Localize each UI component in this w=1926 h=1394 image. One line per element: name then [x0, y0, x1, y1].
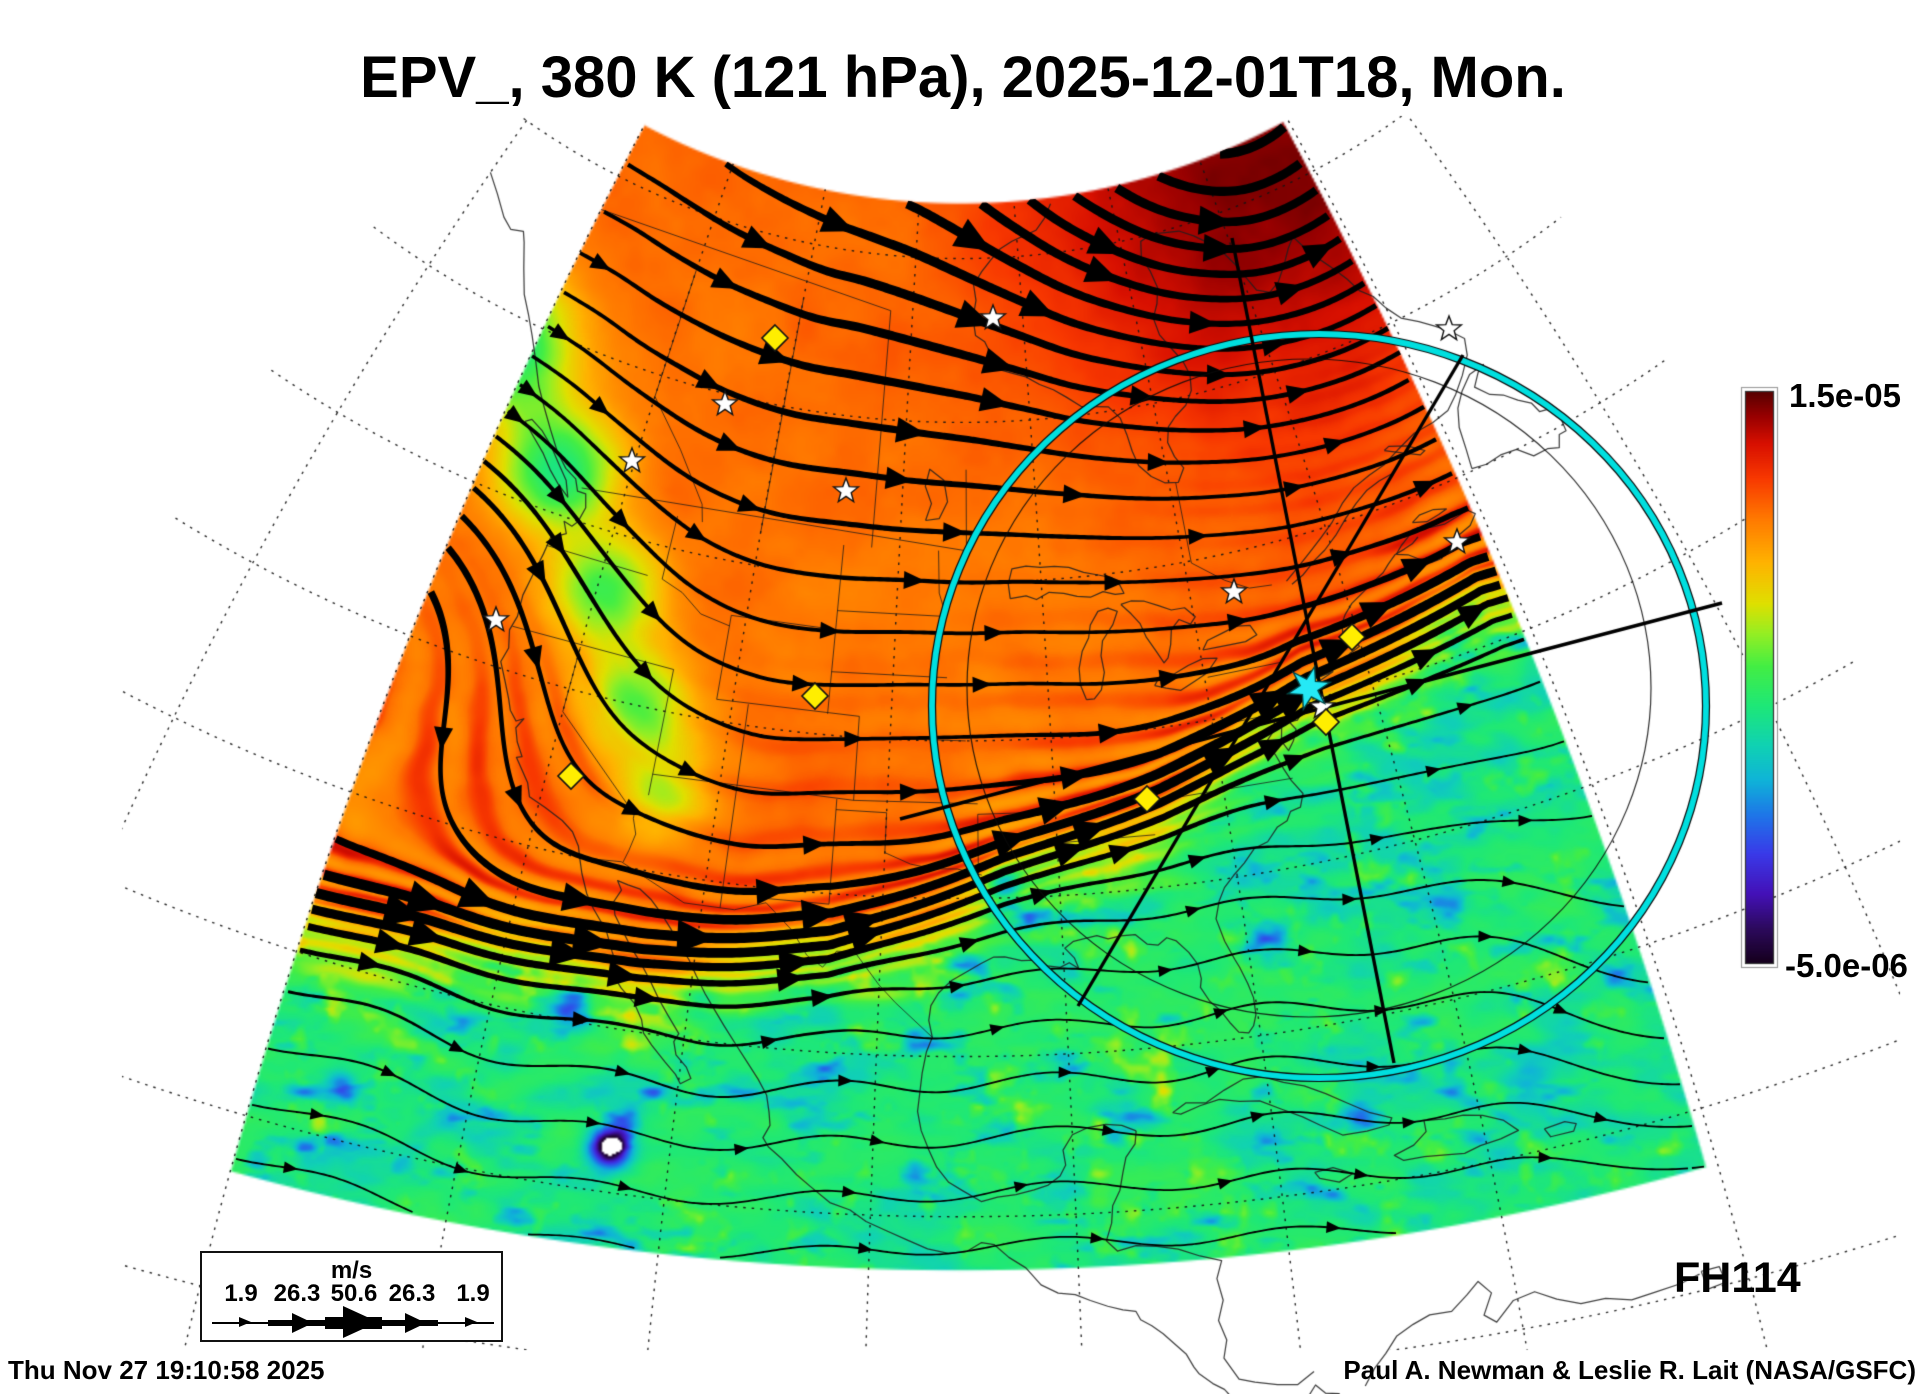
wind-legend-value: 1.9 — [224, 1280, 258, 1307]
wind-legend-units: m/s — [330, 1257, 373, 1284]
wind-legend-arrowhead — [464, 1317, 477, 1328]
wind-legend-value: 50.6 — [330, 1280, 378, 1307]
plot-title: EPV_, 380 K (121 hPa), 2025-12-01T18, Mo… — [360, 45, 1566, 110]
wind-legend-arrowhead — [404, 1312, 426, 1333]
wind-legend-arrowhead — [291, 1312, 313, 1333]
wind-legend-value: 26.3 — [273, 1280, 321, 1307]
wind-legend-value: 26.3 — [388, 1280, 436, 1307]
forecast-hour-label: FH114 — [1674, 1254, 1801, 1302]
colorbar-max-label: 1.5e-05 — [1789, 377, 1901, 414]
timestamp: Thu Nov 27 19:10:58 2025 — [8, 1355, 325, 1385]
wind-legend-arrow-glyph — [204, 1306, 500, 1343]
wind-legend-arrowhead — [342, 1306, 378, 1339]
colorbar-min-label: -5.0e-06 — [1785, 947, 1908, 984]
wind-legend-arrowhead — [239, 1317, 252, 1328]
credit: Paul A. Newman & Leslie R. Lait (NASA/GS… — [1343, 1355, 1916, 1385]
wind-legend-value: 1.9 — [456, 1280, 490, 1307]
wind-speed-legend: m/s 1.9 26.3 50.6 26.3 1.9 — [200, 1251, 503, 1342]
